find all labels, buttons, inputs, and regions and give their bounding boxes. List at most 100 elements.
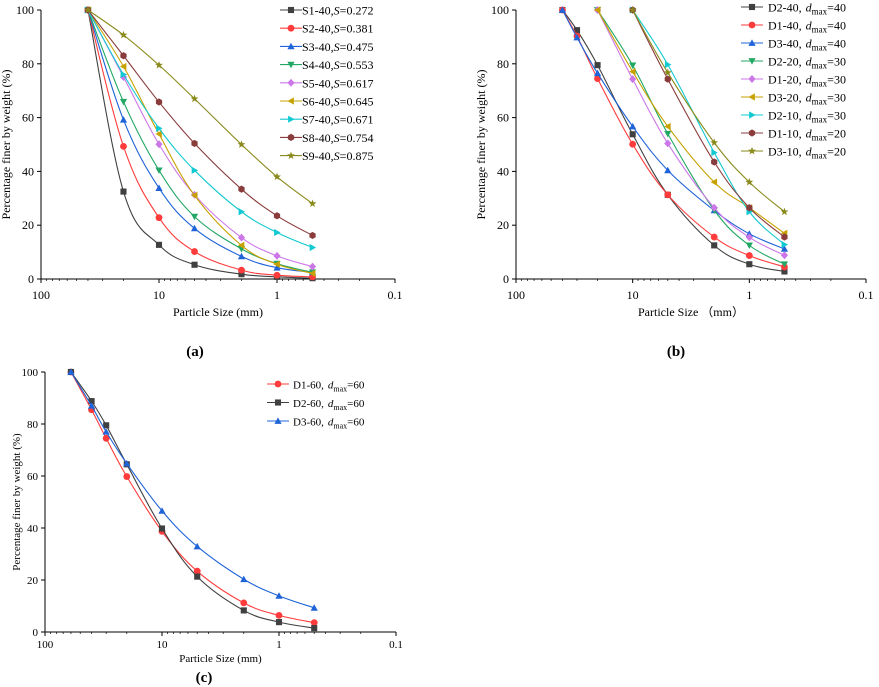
- legend-marker-c-0: [274, 380, 282, 388]
- data-point-b-7-2: [711, 158, 718, 166]
- chart-panel-c: 0 20 40 60 80 100 100 10 1 0.1 Particle Size (mm) P…: [11, 367, 403, 665]
- data-point-a-8-2: [155, 61, 163, 69]
- y-tick-label-b-2: 40: [497, 164, 509, 178]
- y-axis-title-a: Percentage finer by weight (%): [0, 70, 13, 220]
- legend-marker-c-1: [274, 399, 282, 406]
- x-tick-label-a-3: 0.1: [388, 288, 403, 302]
- y-tick-label-b-1: 20: [497, 218, 509, 232]
- legend-label-a-8: S9-40,S=0.875: [302, 149, 373, 163]
- y-tick-label-b-5: 100: [491, 3, 509, 17]
- series-line-a-4: [87, 9, 313, 268]
- data-point-b-8-1: [663, 68, 672, 77]
- legend-marker-a-6: [288, 115, 295, 123]
- data-point-a-5-3: [190, 191, 198, 199]
- legend-label-a-4: S5-40,S=0.617: [302, 76, 373, 90]
- y-tick-label-a-4: 80: [22, 57, 34, 71]
- data-point-b-6-4: [781, 240, 789, 249]
- x-tick-label-b-3: 0.1: [859, 288, 874, 302]
- data-point-b-7-4: [781, 233, 788, 241]
- x-tick-label-b-2: 1: [746, 288, 752, 302]
- legend-marker-b-3: [748, 58, 756, 65]
- data-point-b-2-0: [558, 6, 567, 13]
- data-point-a-7-4: [238, 185, 245, 193]
- legend-marker-a-5: [287, 97, 294, 105]
- y-tick-label-a-5: 100: [16, 3, 34, 17]
- legend-marker-a-0: [287, 6, 295, 14]
- data-point-a-6-4: [238, 208, 246, 216]
- legend-label-a-7: S8-40,S=0.754: [302, 131, 373, 145]
- data-point-a-8-0: [84, 5, 92, 14]
- data-point-c-0-3: [123, 473, 131, 480]
- legend-label-c-2: D3-60, dmax=60: [293, 417, 365, 431]
- data-point-b-2-1: [573, 33, 581, 41]
- data-point-a-2-3: [190, 224, 199, 232]
- data-point-b-8-2: [710, 138, 719, 146]
- legend-label-b-2: D3-40, dmax=40: [768, 37, 846, 53]
- legend-label-c-1: D2-60, dmax=60: [293, 398, 365, 412]
- x-tick-label-c-3: 0.1: [389, 639, 403, 651]
- legend-label-b-7: D1-10, dmax=20: [768, 127, 846, 143]
- data-point-a-1-5: [273, 271, 281, 279]
- data-point-b-4-1: [629, 75, 637, 84]
- data-point-b-4-4: [745, 233, 753, 242]
- data-point-a-2-5: [273, 264, 281, 271]
- data-point-a-2-1: [119, 116, 128, 123]
- x-tick-label-a-2: 1: [274, 288, 280, 302]
- data-point-b-0-3: [629, 131, 636, 138]
- data-point-b-3-4: [745, 242, 753, 249]
- legend-label-b-5: D3-20, dmax=30: [768, 91, 846, 107]
- series-line-b-8: [632, 9, 785, 213]
- data-point-b-0-1: [573, 27, 581, 34]
- y-tick-label-c-3: 60: [27, 471, 39, 483]
- legend-marker-b-8: [748, 146, 756, 155]
- data-point-b-3-5: [780, 261, 789, 268]
- data-point-c-0-5: [193, 567, 201, 575]
- data-point-a-3-1: [119, 98, 128, 106]
- y-tick-label-c-5: 100: [22, 367, 39, 379]
- data-point-a-8-5: [273, 172, 281, 181]
- data-point-b-8-0: [628, 5, 637, 14]
- data-point-a-5-5: [273, 260, 280, 268]
- legend-label-a-1: S2-40,S=0.381: [302, 22, 373, 36]
- legend-label-a-6: S7-40,S=0.671: [302, 113, 373, 127]
- y-tick-label-a-0: 0: [28, 272, 34, 286]
- data-point-b-3-1: [629, 62, 637, 70]
- legend-marker-b-5: [748, 93, 755, 101]
- data-point-b-5-1: [629, 68, 636, 76]
- series-line-b-3: [597, 9, 785, 265]
- data-point-b-7-1: [664, 75, 671, 83]
- y-axis-title-b: Percentage finer by weight (%): [474, 70, 488, 220]
- data-point-a-3-3: [190, 213, 199, 221]
- data-point-b-0-2: [594, 62, 601, 69]
- data-point-a-7-1: [120, 52, 127, 60]
- y-tick-label-c-4: 80: [27, 419, 39, 431]
- data-point-c-1-7: [275, 619, 283, 626]
- data-point-a-5-1: [119, 62, 127, 71]
- x-axis-title-c: Particle Size (mm): [179, 653, 262, 665]
- legend-label-a-2: S3-40,S=0.475: [302, 40, 373, 54]
- data-point-a-6-5: [274, 228, 281, 237]
- legend-marker-a-8: [287, 151, 295, 159]
- data-point-a-7-6: [309, 231, 316, 240]
- data-point-a-5-2: [155, 130, 162, 138]
- data-point-a-0-1: [120, 188, 127, 195]
- data-point-c-1-4: [158, 525, 166, 532]
- data-point-a-2-2: [155, 184, 163, 191]
- data-point-b-1-5: [710, 233, 718, 241]
- data-point-a-1-1: [120, 142, 127, 150]
- data-point-b-2-4: [664, 166, 672, 174]
- data-point-a-8-4: [237, 140, 246, 148]
- x-tick-label-a-1: 10: [153, 288, 165, 302]
- series-line-b-7: [632, 9, 785, 238]
- legend-marker-b-0: [748, 3, 756, 11]
- data-point-b-8-4: [780, 207, 789, 216]
- data-point-c-0-8: [310, 619, 318, 627]
- data-point-c-2-6: [240, 575, 248, 583]
- y-tick-label-b-0: 0: [503, 272, 509, 286]
- series-line-b-6: [632, 9, 785, 245]
- data-point-a-8-1: [119, 30, 128, 39]
- data-point-b-4-2: [664, 139, 672, 148]
- data-point-c-2-0: [67, 368, 75, 375]
- data-point-c-0-7: [275, 611, 283, 619]
- data-point-b-6-1: [664, 61, 672, 69]
